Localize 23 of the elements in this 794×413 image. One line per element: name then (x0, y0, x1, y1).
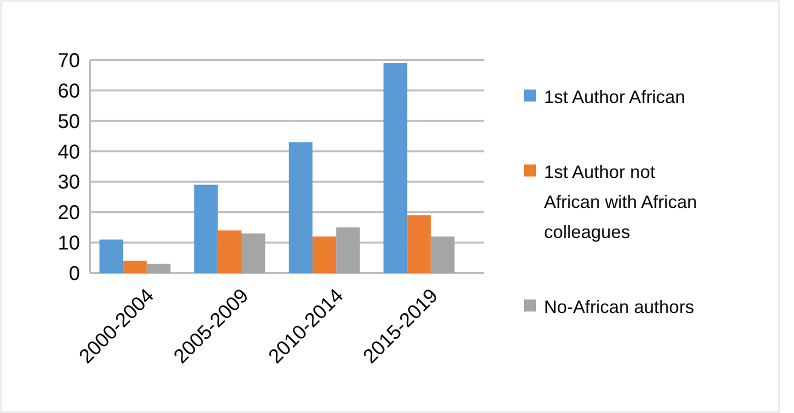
legend-label: No-African authors (544, 296, 694, 317)
y-tick-label: 10 (58, 232, 80, 255)
y-tick-label: 0 (68, 263, 80, 285)
bar (288, 142, 313, 273)
bar (99, 240, 124, 273)
y-tick-label: 30 (58, 172, 80, 194)
legend-label: 1st Author African (544, 86, 686, 107)
legend-label: 1st Author not African with African colleagues (544, 162, 698, 242)
y-tick-label: 50 (58, 110, 80, 133)
bar (407, 215, 431, 273)
y-tick-label: 20 (58, 202, 80, 224)
y-tick-label: 60 (58, 80, 80, 102)
y-tick-label: 70 (58, 50, 80, 72)
bar (384, 63, 408, 273)
bar (146, 264, 170, 273)
bar (241, 233, 266, 273)
bar (336, 227, 360, 273)
y-tick-label: 40 (58, 141, 80, 164)
bar (312, 236, 336, 273)
bar (194, 184, 218, 273)
bar (218, 230, 242, 273)
bar (123, 260, 147, 273)
bar (430, 236, 455, 273)
